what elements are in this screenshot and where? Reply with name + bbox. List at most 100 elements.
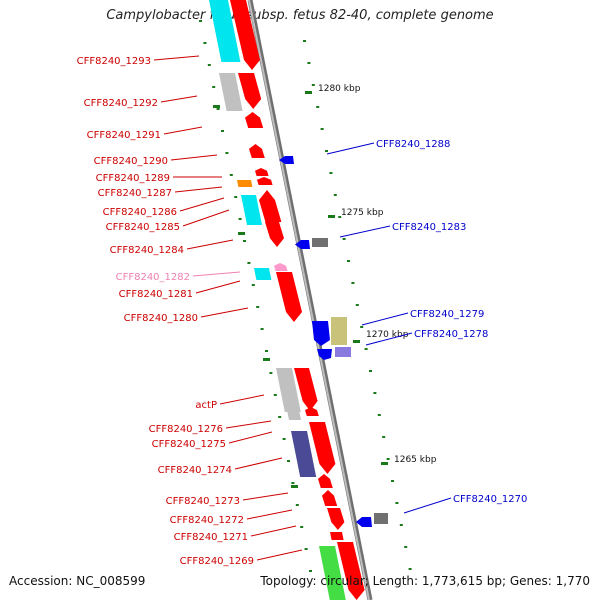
tick-mark [399, 524, 403, 526]
tick-mark [355, 304, 359, 306]
tick-mark [377, 414, 381, 416]
tick-mark [303, 40, 306, 42]
gene-label: CFF8240_1271 [174, 532, 248, 543]
gene-arrow [238, 73, 262, 109]
leader-line [200, 307, 249, 318]
tick-mark [347, 260, 350, 262]
gene-arrow [276, 272, 302, 322]
gene-box [312, 238, 328, 247]
leader-line [186, 239, 234, 250]
gene-arrow [356, 517, 372, 527]
tick-mark [282, 438, 286, 440]
tick-mark [225, 152, 229, 154]
gene-label: CFF8240_1293 [77, 56, 151, 67]
tick-mark [307, 62, 311, 64]
gene-arrow [319, 546, 346, 600]
tick-mark [320, 128, 324, 130]
gene-label: CFF8240_1275 [152, 439, 226, 450]
gene-label: CFF8240_1292 [84, 98, 158, 109]
gene-arrow [255, 168, 269, 176]
major-tick [263, 358, 270, 361]
leader-line [228, 431, 273, 444]
gene-arrow [317, 349, 332, 360]
tick-mark [265, 350, 268, 352]
gene-label: CFF8240_1282 [116, 272, 190, 283]
tick-mark [243, 240, 246, 242]
gene-label: CFF8240_1291 [87, 130, 161, 141]
tick-mark [364, 348, 368, 350]
accession-text: Accession: NC_008599 [9, 574, 146, 588]
gene-label: CFF8240_1288 [376, 139, 450, 150]
tick-mark [316, 106, 320, 108]
gene-arrow [241, 195, 262, 225]
tick-mark [278, 416, 282, 418]
leader-line [365, 332, 413, 346]
gene-arrow [287, 410, 301, 420]
gene-label: CFF8240_1286 [103, 207, 177, 218]
gene-arrow [245, 112, 264, 128]
leader-line [339, 225, 391, 238]
gene-arrow [254, 268, 272, 280]
leader-line [361, 312, 409, 326]
genome-summary-text: Topology: circular; Length: 1,773,615 bp… [260, 574, 590, 588]
gene-arrow [276, 368, 301, 412]
backbone-highlight [248, 0, 370, 600]
major-tick [305, 91, 312, 94]
leader-line [326, 142, 375, 155]
gene-label: CFF8240_1272 [170, 515, 244, 526]
gene-arrow [279, 156, 294, 164]
gene-arrow [209, 0, 241, 62]
tick-mark [395, 502, 399, 504]
tick-mark [338, 216, 342, 218]
major-tick [291, 485, 298, 488]
tick-mark [373, 392, 377, 394]
tick-mark [351, 282, 355, 284]
major-tick [238, 232, 245, 235]
tick-mark [216, 108, 220, 110]
tick-mark [309, 570, 312, 572]
gene-label: CFF8240_1276 [149, 424, 223, 435]
leader-line [256, 549, 303, 561]
tick-mark [295, 504, 299, 506]
leader-line [403, 497, 452, 514]
gene-arrow [291, 431, 317, 477]
tick-mark [229, 174, 233, 176]
tick-mark [333, 194, 337, 196]
tick-mark [212, 86, 216, 88]
tick-mark [203, 42, 207, 44]
gene-arrow [322, 490, 338, 506]
tick-mark [342, 238, 346, 240]
gene-arrow [318, 474, 333, 488]
gene-label: CFF8240_1273 [166, 496, 240, 507]
gene-arrow [327, 508, 345, 530]
tick-mark [391, 480, 394, 482]
tick-mark [329, 172, 333, 174]
gene-arrow [294, 368, 318, 411]
gene-arrow [230, 0, 260, 70]
leader-line [250, 525, 297, 537]
tick-mark [287, 460, 290, 462]
leader-line [170, 154, 218, 161]
tick-mark [199, 20, 202, 22]
gene-label: CFF8240_1281 [119, 289, 193, 300]
leader-line [242, 492, 289, 501]
leader-line [219, 394, 265, 405]
tick-mark [234, 196, 238, 198]
leader-line [225, 420, 272, 429]
gene-box [374, 513, 388, 524]
tick-mark [251, 284, 255, 286]
gene-label: CFF8240_1290 [94, 156, 168, 167]
tick-mark [386, 458, 390, 460]
tick-mark [404, 546, 408, 548]
gene-arrow [309, 422, 336, 474]
major-tick [381, 462, 388, 465]
gene-label: CFF8240_1270 [453, 494, 527, 505]
leader-line [192, 271, 241, 277]
gene-arrow [337, 542, 365, 600]
leader-line [179, 197, 225, 212]
gene-label: CFF8240_1278 [414, 329, 488, 340]
gene-label: CFF8240_1285 [106, 222, 180, 233]
leader-line [163, 126, 203, 135]
